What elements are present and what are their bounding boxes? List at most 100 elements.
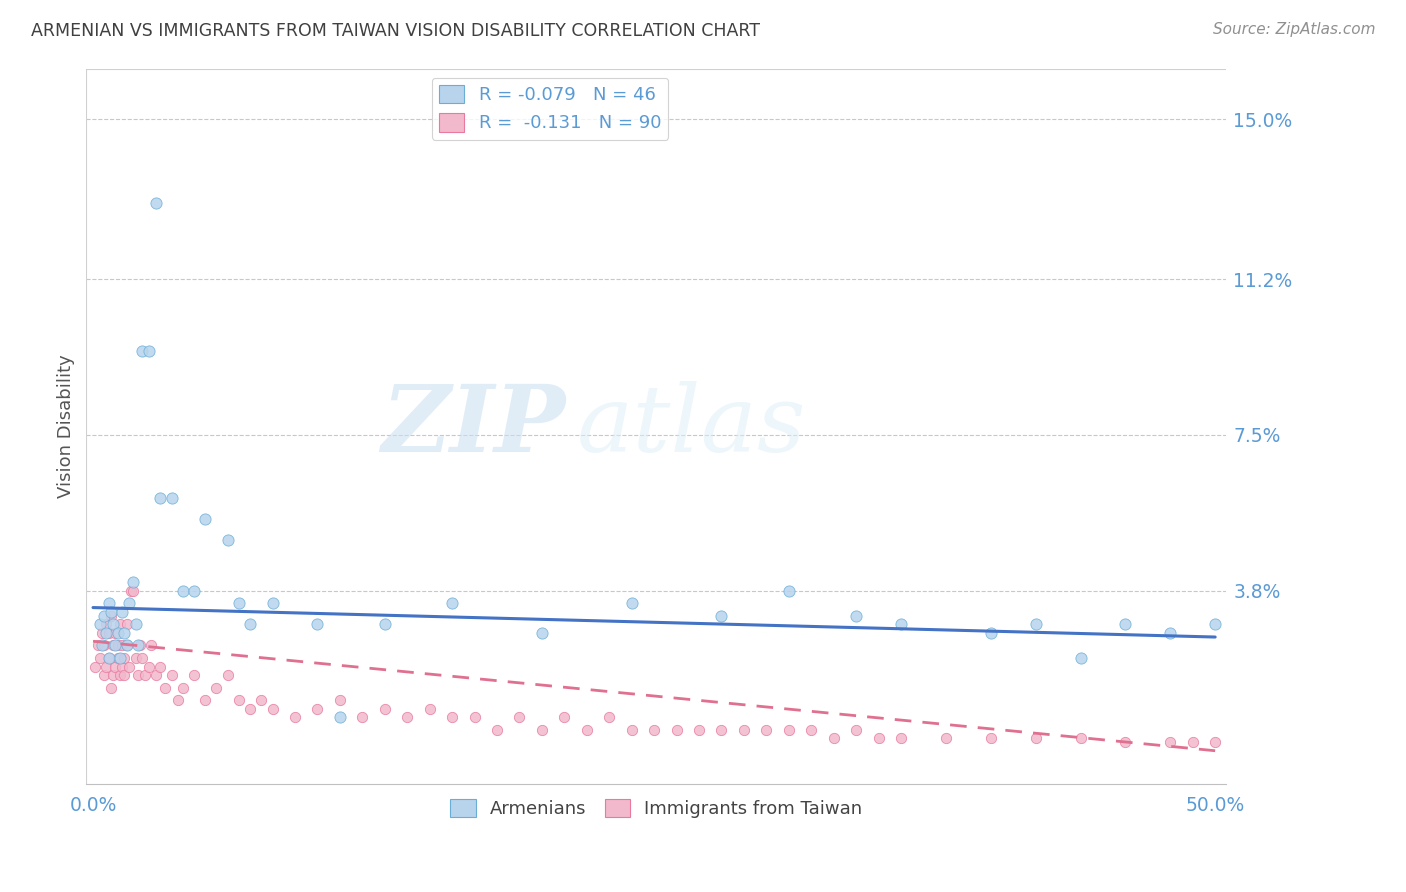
- Point: [103, 617, 125, 632]
- Point: [141, 639, 163, 653]
- Point: [1204, 617, 1226, 632]
- Point: [239, 701, 262, 715]
- Text: atlas: atlas: [576, 382, 806, 472]
- Point: [217, 533, 239, 548]
- Legend: Armenians, Immigrants from Taiwan: Armenians, Immigrants from Taiwan: [443, 792, 870, 825]
- Point: [441, 596, 464, 610]
- Point: [1249, 739, 1271, 754]
- Point: [91, 625, 114, 640]
- Point: [868, 731, 890, 745]
- Point: [575, 723, 598, 737]
- Point: [124, 617, 146, 632]
- Point: [127, 639, 149, 653]
- Point: [755, 723, 778, 737]
- Point: [103, 668, 125, 682]
- Point: [97, 651, 120, 665]
- Point: [129, 639, 152, 653]
- Point: [160, 491, 183, 505]
- Point: [374, 701, 396, 715]
- Point: [89, 617, 111, 632]
- Point: [93, 639, 115, 653]
- Point: [250, 693, 273, 707]
- Point: [1271, 739, 1294, 754]
- Point: [374, 617, 396, 632]
- Point: [1114, 735, 1136, 749]
- Point: [643, 723, 665, 737]
- Point: [149, 659, 172, 673]
- Point: [172, 583, 194, 598]
- Point: [103, 639, 125, 653]
- Point: [131, 343, 153, 358]
- Point: [100, 681, 122, 695]
- Point: [1159, 625, 1181, 640]
- Point: [111, 605, 134, 619]
- Point: [194, 512, 217, 526]
- Point: [1069, 731, 1091, 745]
- Point: [160, 668, 183, 682]
- Point: [114, 651, 136, 665]
- Point: [115, 639, 138, 653]
- Point: [1181, 735, 1204, 749]
- Point: [107, 639, 129, 653]
- Point: [778, 583, 800, 598]
- Point: [530, 723, 553, 737]
- Point: [307, 617, 329, 632]
- Text: ARMENIAN VS IMMIGRANTS FROM TAIWAN VISION DISABILITY CORRELATION CHART: ARMENIAN VS IMMIGRANTS FROM TAIWAN VISIO…: [31, 22, 759, 40]
- Point: [97, 625, 120, 640]
- Point: [108, 651, 131, 665]
- Point: [131, 651, 153, 665]
- Point: [89, 651, 111, 665]
- Point: [890, 731, 912, 745]
- Point: [91, 639, 114, 653]
- Point: [396, 710, 419, 724]
- Point: [329, 710, 352, 724]
- Point: [553, 710, 575, 724]
- Point: [710, 723, 733, 737]
- Point: [284, 710, 307, 724]
- Point: [149, 491, 172, 505]
- Point: [134, 668, 156, 682]
- Point: [733, 723, 755, 737]
- Y-axis label: Vision Disability: Vision Disability: [58, 355, 75, 499]
- Point: [464, 710, 486, 724]
- Point: [217, 668, 239, 682]
- Point: [96, 625, 118, 640]
- Point: [1226, 739, 1249, 754]
- Point: [107, 651, 129, 665]
- Point: [307, 701, 329, 715]
- Point: [138, 659, 160, 673]
- Point: [183, 668, 205, 682]
- Point: [352, 710, 374, 724]
- Point: [710, 609, 733, 624]
- Point: [118, 659, 141, 673]
- Point: [441, 710, 464, 724]
- Point: [107, 625, 129, 640]
- Point: [239, 617, 262, 632]
- Point: [485, 723, 508, 737]
- Point: [145, 668, 167, 682]
- Point: [980, 731, 1002, 745]
- Point: [114, 625, 136, 640]
- Point: [205, 681, 228, 695]
- Point: [935, 731, 957, 745]
- Point: [100, 609, 122, 624]
- Point: [120, 583, 142, 598]
- Point: [115, 617, 138, 632]
- Point: [1025, 617, 1047, 632]
- Point: [228, 596, 250, 610]
- Point: [530, 625, 553, 640]
- Point: [183, 583, 205, 598]
- Point: [845, 609, 868, 624]
- Point: [114, 668, 136, 682]
- Point: [778, 723, 800, 737]
- Point: [97, 651, 120, 665]
- Point: [127, 668, 149, 682]
- Point: [84, 659, 107, 673]
- Point: [172, 681, 194, 695]
- Point: [800, 723, 823, 737]
- Point: [167, 693, 190, 707]
- Point: [115, 639, 138, 653]
- Point: [104, 625, 127, 640]
- Point: [111, 639, 134, 653]
- Point: [100, 605, 122, 619]
